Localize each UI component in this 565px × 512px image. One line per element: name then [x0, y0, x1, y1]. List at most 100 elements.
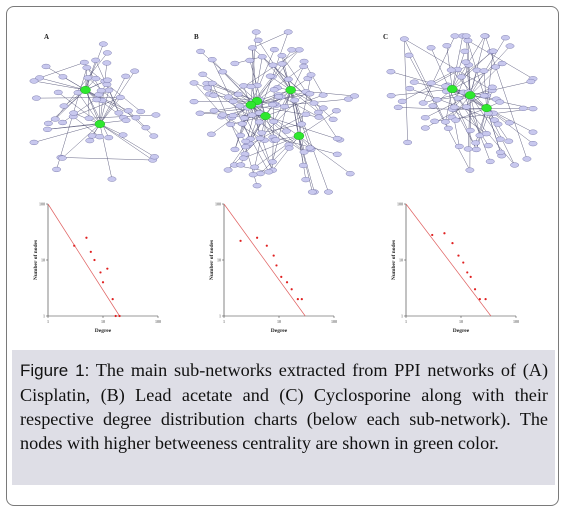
network-edge — [391, 88, 453, 96]
network-node — [518, 105, 528, 111]
hub-node — [245, 100, 257, 109]
x-axis-label: Degree — [453, 328, 470, 334]
network-node — [31, 95, 41, 101]
network-edge — [252, 31, 289, 49]
network-node — [482, 131, 491, 137]
network-edge — [461, 50, 494, 78]
hub-node — [285, 86, 296, 95]
network-node — [207, 57, 217, 63]
network-node — [332, 151, 342, 157]
network-edge — [290, 89, 319, 113]
network-node — [98, 41, 108, 47]
network-nodes — [189, 29, 360, 195]
network-node — [274, 94, 284, 100]
y-axis-label: Number of nodes — [391, 240, 397, 280]
network-node — [209, 92, 219, 98]
network-node — [95, 134, 105, 140]
network-node — [114, 110, 124, 116]
network-edge — [452, 35, 463, 90]
y-tick-label: 100 — [215, 202, 221, 207]
network-node — [269, 118, 279, 125]
network-node — [522, 156, 532, 162]
network-node — [271, 137, 281, 143]
x-tick-label: 10 — [459, 319, 463, 324]
y-tick-label: 1 — [401, 314, 403, 319]
data-point — [73, 244, 76, 247]
network-node — [314, 114, 324, 120]
network-node — [528, 106, 538, 112]
network-node — [510, 162, 520, 168]
network-edge — [470, 95, 481, 136]
network-node — [287, 47, 297, 53]
network-node — [228, 98, 238, 104]
network-node — [237, 121, 247, 127]
network-node — [399, 36, 409, 42]
network-node — [206, 131, 216, 137]
network-node — [485, 158, 495, 165]
network-node — [130, 68, 140, 74]
y-tick-label: 1 — [43, 314, 45, 319]
network-node — [306, 72, 316, 78]
network-node — [479, 68, 489, 74]
network-node — [505, 43, 515, 49]
network-node — [290, 97, 300, 103]
network-node — [43, 120, 53, 127]
network-node — [102, 50, 112, 56]
network-node — [297, 121, 307, 127]
network-node — [151, 112, 161, 118]
network-node — [230, 60, 240, 67]
network-edge — [262, 56, 291, 91]
network-node — [223, 94, 233, 100]
network-node — [460, 48, 470, 54]
network-edge — [483, 70, 487, 109]
data-point — [300, 298, 303, 301]
network-node — [430, 118, 440, 124]
network-node — [428, 103, 438, 109]
network-node — [480, 33, 490, 39]
x-axis-label: Degree — [271, 328, 288, 334]
network-node — [235, 103, 245, 109]
network-node — [451, 117, 461, 123]
network-node — [277, 61, 287, 67]
network-b — [189, 29, 360, 195]
network-node — [443, 125, 453, 131]
network-node — [294, 47, 304, 53]
fit-line — [223, 203, 306, 317]
network-node — [248, 172, 258, 178]
network-edge — [85, 89, 109, 138]
data-point — [114, 314, 117, 318]
network-node — [131, 115, 141, 121]
network-node — [103, 77, 112, 83]
x-tick-label: 100 — [155, 319, 161, 324]
network-edge — [212, 83, 258, 102]
network-node — [104, 135, 114, 141]
network-edge — [298, 135, 306, 180]
network-edge — [272, 137, 338, 155]
network-node — [454, 143, 464, 150]
network-node — [226, 121, 236, 128]
network-node — [328, 116, 338, 122]
network-node — [305, 145, 315, 151]
network-node — [456, 74, 466, 80]
network-node — [397, 98, 407, 105]
network-edge — [249, 60, 266, 117]
network-node — [504, 138, 514, 144]
network-node — [228, 112, 238, 119]
network-edge — [73, 116, 100, 137]
network-node — [141, 125, 151, 131]
network-node — [305, 91, 315, 97]
network-node — [280, 103, 289, 110]
network-edge — [272, 90, 291, 162]
network-node — [254, 119, 264, 125]
network-node — [309, 100, 319, 106]
network-node — [69, 110, 79, 116]
network-node — [121, 117, 131, 123]
network-node — [442, 43, 452, 49]
y-tick-label: 1 — [219, 314, 221, 319]
network-edge — [60, 157, 153, 161]
hub-node — [260, 112, 271, 121]
network-node — [528, 129, 538, 135]
data-point — [296, 298, 299, 301]
network-edge — [243, 135, 300, 159]
data-point — [457, 254, 460, 257]
